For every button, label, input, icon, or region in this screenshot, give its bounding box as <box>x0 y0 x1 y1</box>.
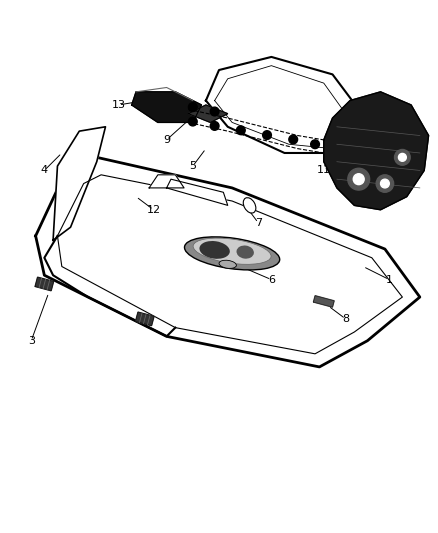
Polygon shape <box>35 277 53 290</box>
Circle shape <box>237 126 245 135</box>
Circle shape <box>188 117 197 126</box>
Polygon shape <box>132 92 201 123</box>
Text: 6: 6 <box>268 274 275 285</box>
Text: 5: 5 <box>189 161 196 171</box>
Polygon shape <box>135 312 154 326</box>
Ellipse shape <box>243 198 256 213</box>
Ellipse shape <box>193 238 271 264</box>
Circle shape <box>311 140 319 149</box>
Polygon shape <box>324 92 428 210</box>
Circle shape <box>210 107 219 116</box>
Polygon shape <box>149 175 184 188</box>
Text: 1: 1 <box>386 274 393 285</box>
Polygon shape <box>53 127 106 240</box>
Circle shape <box>376 175 394 192</box>
Text: 4: 4 <box>41 165 48 175</box>
Text: 13: 13 <box>112 100 126 110</box>
Polygon shape <box>188 105 228 123</box>
Ellipse shape <box>199 241 230 259</box>
Circle shape <box>348 168 370 190</box>
Circle shape <box>399 154 406 161</box>
Text: 7: 7 <box>255 218 262 228</box>
Circle shape <box>263 131 272 140</box>
Polygon shape <box>35 157 420 367</box>
Ellipse shape <box>219 260 237 269</box>
Circle shape <box>289 135 297 144</box>
Text: 12: 12 <box>146 205 161 215</box>
Circle shape <box>395 149 410 165</box>
Circle shape <box>188 103 197 111</box>
Text: 9: 9 <box>163 135 170 145</box>
Text: 8: 8 <box>342 314 349 324</box>
Polygon shape <box>314 296 334 307</box>
Polygon shape <box>206 57 359 153</box>
Text: 10: 10 <box>396 122 410 132</box>
Ellipse shape <box>237 246 254 259</box>
Circle shape <box>381 179 389 188</box>
Text: 11: 11 <box>317 165 331 175</box>
Circle shape <box>353 174 364 184</box>
Ellipse shape <box>184 237 280 270</box>
Circle shape <box>210 122 219 130</box>
Polygon shape <box>166 179 228 205</box>
Text: 3: 3 <box>28 336 35 346</box>
